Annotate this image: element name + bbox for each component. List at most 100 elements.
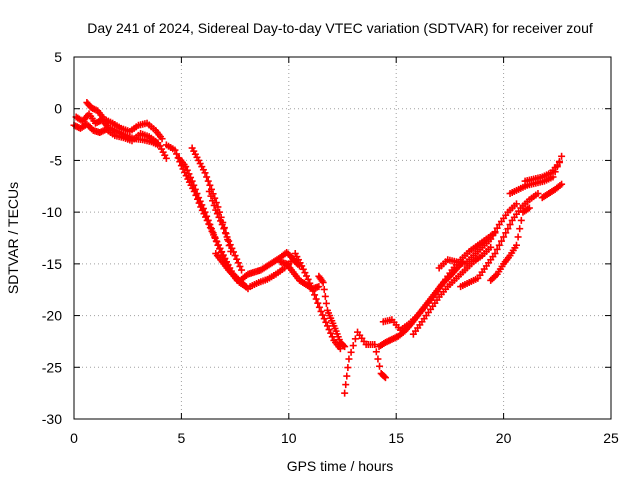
data-point — [487, 243, 495, 251]
data-point — [380, 373, 388, 381]
data-point — [229, 248, 237, 256]
data-point — [315, 303, 323, 311]
data-point — [233, 255, 241, 263]
data-point — [341, 343, 349, 351]
data-point — [228, 244, 236, 252]
data-point — [320, 285, 328, 293]
y-tick-label: -5 — [50, 152, 63, 168]
data-point — [342, 381, 350, 389]
x-tick-label: 0 — [70, 430, 78, 446]
data-point — [322, 318, 330, 326]
data-point — [213, 210, 221, 218]
data-point — [322, 299, 330, 307]
x-tick-label: 10 — [281, 430, 297, 446]
data-point — [162, 154, 170, 162]
data-point — [309, 287, 317, 295]
data-point — [555, 158, 563, 166]
data-point — [220, 225, 228, 233]
x-tick-label: 25 — [603, 430, 619, 446]
x-tick-label: 20 — [496, 430, 512, 446]
data-point — [303, 272, 311, 280]
data-point — [209, 229, 217, 237]
x-tick-label: 5 — [178, 430, 186, 446]
data-point — [306, 279, 314, 287]
data-point — [341, 389, 349, 397]
data-point — [372, 348, 380, 356]
data-point — [319, 278, 327, 286]
data-point — [195, 194, 203, 202]
data-point — [204, 216, 212, 224]
data-point — [381, 374, 389, 382]
data-point — [327, 329, 335, 337]
data-point — [317, 307, 325, 315]
data-point — [493, 245, 501, 253]
data-point — [191, 185, 199, 193]
data-point — [301, 269, 309, 277]
data-point — [201, 208, 209, 216]
data-point — [504, 225, 512, 233]
data-point — [217, 248, 225, 256]
data-point — [512, 200, 520, 208]
axis-ticks — [73, 56, 612, 420]
data-point — [210, 201, 218, 209]
data-point — [320, 315, 328, 323]
data-point — [525, 204, 533, 212]
data-point — [214, 241, 222, 249]
data-point — [517, 216, 525, 224]
data-point — [558, 152, 566, 160]
data-point — [500, 233, 508, 241]
data-point — [340, 342, 348, 350]
data-point — [187, 173, 195, 181]
chart-title: Day 241 of 2024, Sidereal Day-to-day VTE… — [87, 20, 593, 36]
x-tick-label: 15 — [388, 430, 404, 446]
data-point — [314, 299, 322, 307]
data-point — [534, 190, 542, 198]
data-point — [489, 231, 497, 239]
data-point — [154, 139, 162, 147]
data-point — [199, 205, 207, 213]
data-point — [311, 291, 319, 299]
data-point — [491, 228, 499, 236]
grid-lines — [74, 57, 611, 419]
data-point — [238, 266, 246, 274]
data-point — [549, 173, 557, 181]
data-point — [321, 292, 329, 300]
data-point — [207, 225, 215, 233]
x-tick-labels: 0 5 10 15 20 25 — [70, 430, 619, 446]
data-point — [212, 206, 220, 214]
data-point — [371, 341, 379, 349]
data-point — [207, 192, 215, 200]
data-point — [319, 311, 327, 319]
data-point — [225, 237, 233, 245]
y-tick-label: -10 — [42, 204, 62, 220]
data-point — [193, 190, 201, 198]
data-point — [182, 163, 190, 171]
data-point — [158, 135, 166, 143]
data-point — [234, 259, 242, 267]
data-point — [185, 170, 193, 178]
data-point — [312, 295, 320, 303]
data-point — [325, 326, 333, 334]
data-point — [223, 233, 231, 241]
data-point — [497, 237, 505, 245]
data-point — [206, 181, 214, 189]
data-point — [502, 229, 510, 237]
data-point — [183, 166, 191, 174]
data-point — [299, 265, 307, 273]
data-point — [188, 177, 196, 185]
data-point — [203, 212, 211, 220]
data-point — [201, 169, 209, 177]
y-tick-labels: 5 0 -5 -10 -15 -20 -25 -30 — [42, 49, 62, 427]
y-tick-label: -20 — [42, 308, 62, 324]
data-point — [209, 197, 217, 205]
data-point — [328, 333, 336, 341]
data-point — [506, 221, 514, 229]
data-point — [236, 262, 244, 270]
data-point — [512, 241, 520, 249]
data-point — [487, 235, 495, 243]
data-point — [374, 355, 382, 363]
data-point — [323, 322, 331, 330]
data-point — [376, 362, 384, 370]
x-axis-label: GPS time / hours — [287, 458, 394, 474]
